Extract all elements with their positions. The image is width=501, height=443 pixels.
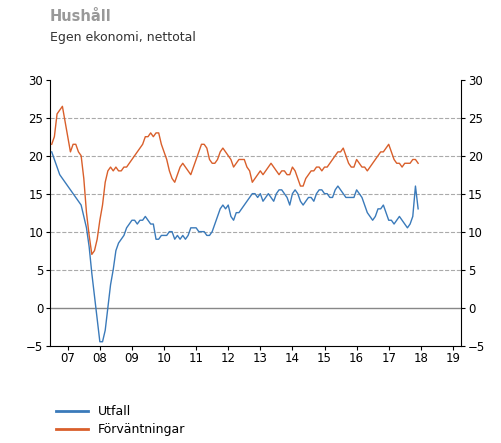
Text: Hushåll: Hushåll — [50, 9, 112, 24]
Text: Egen ekonomi, nettotal: Egen ekonomi, nettotal — [50, 31, 196, 44]
Legend: Utfall, Förväntningar: Utfall, Förväntningar — [56, 405, 185, 436]
